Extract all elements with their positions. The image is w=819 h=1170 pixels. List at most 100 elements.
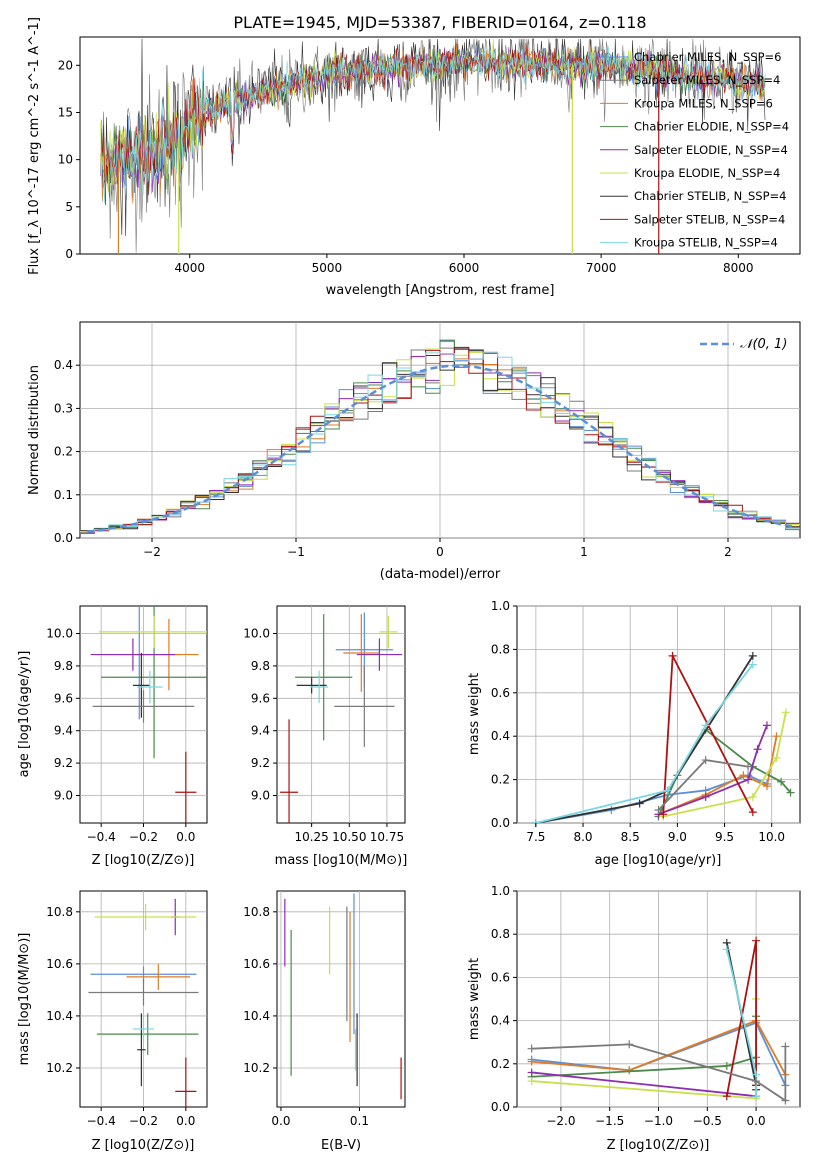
weight-point-marker xyxy=(777,777,786,786)
errorbar-point xyxy=(132,652,150,718)
age-vs-mass-xlabel: mass [log10(M/M⊙)] xyxy=(275,853,408,868)
y-tick-label: 0.0 xyxy=(491,1100,510,1114)
age-vs-Z-errorbars xyxy=(90,606,207,823)
y-tick-label: 10.2 xyxy=(46,1061,73,1075)
weight-point-marker xyxy=(722,1092,731,1101)
x-tick-label: −1 xyxy=(287,545,305,559)
weight-series-line xyxy=(531,1021,787,1086)
weight-point-marker xyxy=(701,756,710,765)
y-tick-label: 9.0 xyxy=(251,788,270,802)
y-tick-label: 0.0 xyxy=(54,531,73,545)
weight-point-marker xyxy=(781,1042,790,1051)
y-tick-label: 10.4 xyxy=(46,1009,73,1023)
y-tick-label: 0.4 xyxy=(491,729,510,743)
x-tick-label: 8000 xyxy=(723,261,754,275)
y-tick-label: 0 xyxy=(65,247,73,261)
age-vs-mass-errorbars xyxy=(280,612,402,823)
weight-series-line xyxy=(658,725,768,816)
y-tick-label: 20 xyxy=(58,58,73,72)
weight-vs-age-ylabel: mass weight xyxy=(467,673,482,755)
mass-vs-EBV-panel: 0.0 0.1 10.2 10.4 10.6 10.8 E(B-V) xyxy=(243,890,406,1153)
age-vs-Z-ylabel: age [log10(age/yr)] xyxy=(17,651,32,778)
weight-point-marker xyxy=(772,732,781,741)
weight-point-marker xyxy=(748,660,757,669)
figure-title: PLATE=1945, MJD=53387, FIBERID=0164, z=0… xyxy=(233,13,646,32)
y-tick-label: 0.4 xyxy=(491,1014,510,1028)
x-tick-label: 5000 xyxy=(312,261,343,275)
x-tick-label: 0.1 xyxy=(350,1114,369,1128)
y-tick-label: 10.8 xyxy=(243,905,270,919)
y-tick-label: 0.6 xyxy=(491,686,510,700)
weight-point-marker xyxy=(739,771,748,780)
mass-vs-Z-ticks: −0.4 −0.2 0.0 10.2 10.4 10.6 10.8 xyxy=(46,905,195,1128)
x-tick-label: 0.0 xyxy=(747,1114,766,1128)
weight-vs-Z-ticks: −2.0 −1.5 −1.0 −0.5 0.0 0.0 0.2 0.4 0.6 0.8 1.0 xyxy=(491,884,766,1128)
x-tick-label: 1 xyxy=(580,545,588,559)
weight-series-line xyxy=(531,1019,787,1076)
weight-point-marker xyxy=(659,810,668,819)
y-tick-label: 10.8 xyxy=(46,905,73,919)
spectrum-legend-label: Salpeter STELIB, N_SSP=4 xyxy=(634,212,785,226)
weight-vs-age-ticks: 7.5 8.0 8.5 9.0 9.5 10.0 0.0 0.2 0.4 0.6 0.8 1.0 xyxy=(491,599,785,844)
age-vs-mass-panel: 10.25 10.50 10.75 9.0 9.2 9.4 9.6 9.8 10.0 mass … xyxy=(243,605,408,868)
weight-vs-age-panel: 7.5 8.0 8.5 9.0 9.5 10.0 0.0 0.2 0.4 0.6 0.8 1.0 ag… xyxy=(467,599,801,868)
mass-vs-Z-xlabel: Z [log10(Z/Z⊙)] xyxy=(92,1138,195,1153)
errorbar-point xyxy=(90,638,176,671)
spectrum-legend-label: Salpeter MILES, N_SSP=4 xyxy=(634,73,780,87)
errorbar-point xyxy=(132,1015,155,1042)
residuals-histograms xyxy=(80,339,800,534)
residuals-ylabel: Normed distribution xyxy=(27,365,42,495)
y-tick-label: 0.3 xyxy=(54,401,73,415)
spectrum-legend: Chabrier MILES, N_SSP=6 Salpeter MILES, N… xyxy=(600,50,789,250)
y-tick-label: 10.6 xyxy=(243,957,270,971)
weight-point-marker xyxy=(748,792,757,801)
spectrum-legend-label: Kroupa ELODIE, N_SSP=4 xyxy=(634,166,780,180)
y-tick-label: 0.2 xyxy=(491,1057,510,1071)
x-tick-label: 9.5 xyxy=(715,830,734,844)
weight-point-marker xyxy=(527,1057,536,1066)
errorbar-point xyxy=(343,614,380,692)
x-tick-label: 6000 xyxy=(449,261,480,275)
x-tick-label: 0 xyxy=(436,545,444,559)
y-tick-label: 10 xyxy=(58,153,73,167)
y-tick-label: 10.4 xyxy=(243,1009,270,1023)
y-tick-label: 0.2 xyxy=(491,773,510,787)
errorbar-point xyxy=(137,670,163,704)
mass-vs-EBV-ticks: 0.0 0.1 10.2 10.4 10.6 10.8 xyxy=(243,905,369,1128)
errorbar-point xyxy=(295,614,353,741)
errorbar-point xyxy=(296,677,327,694)
y-tick-label: 0.4 xyxy=(54,358,73,372)
x-tick-label: 7000 xyxy=(586,261,617,275)
residuals-xlabel: (data-model)/error xyxy=(380,567,501,582)
x-tick-label: −1.0 xyxy=(644,1114,673,1128)
weight-series-line xyxy=(535,655,754,824)
weight-point-marker xyxy=(753,745,762,754)
errorbar-point xyxy=(126,963,191,990)
y-tick-label: 15 xyxy=(58,105,73,119)
weight-point-marker xyxy=(701,721,710,730)
spectrum-lines xyxy=(100,38,766,254)
y-tick-label: 10.0 xyxy=(46,627,73,641)
errorbar-point xyxy=(137,1013,146,1087)
weight-point-marker xyxy=(527,1077,536,1086)
weight-vs-age-xlabel: age [log10(age/yr)] xyxy=(595,853,722,868)
weight-point-marker xyxy=(527,1068,536,1077)
weight-point-marker xyxy=(527,1044,536,1053)
weight-point-marker xyxy=(744,762,753,771)
weight-vs-Z-lines xyxy=(527,936,790,1105)
errorbar-point xyxy=(175,1057,197,1107)
weight-series-line xyxy=(535,774,768,824)
errorbar-point xyxy=(280,719,299,823)
errorbar-point xyxy=(99,615,207,649)
spectrum-frame xyxy=(79,36,801,255)
y-tick-label: 0.6 xyxy=(491,970,510,984)
spectrum-legend-label: Salpeter ELODIE, N_SSP=4 xyxy=(634,143,788,157)
x-tick-label: −0.5 xyxy=(693,1114,722,1128)
y-tick-label: 1.0 xyxy=(491,884,510,898)
x-tick-label: −0.2 xyxy=(129,1114,158,1128)
mass-vs-EBV-xlabel: E(B-V) xyxy=(321,1138,361,1153)
y-tick-label: 0.0 xyxy=(491,816,510,830)
errorbar-point xyxy=(94,904,197,931)
weight-point-marker xyxy=(663,786,672,795)
errorbar-point xyxy=(88,979,199,1006)
